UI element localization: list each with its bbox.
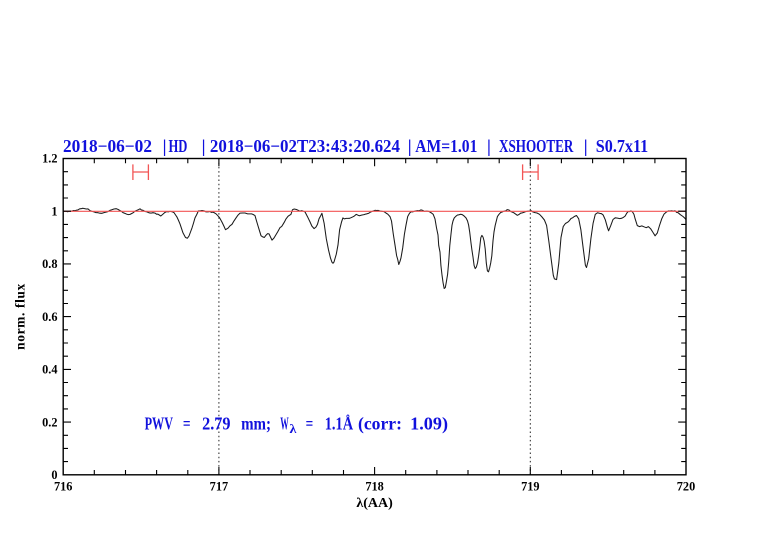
svg-text:0.2: 0.2 [42, 415, 57, 429]
svg-text:2018−06−02|HD|2018−06−02T23:43: 2018−06−02 | HD | 2018−06−02T23:43:20.624 | AM… [63, 136, 648, 156]
svg-text:0: 0 [51, 468, 57, 482]
svg-text:0.6: 0.6 [42, 310, 57, 324]
svg-text:717: 717 [210, 480, 228, 494]
svg-text:718: 718 [365, 480, 383, 494]
svg-text:0.4: 0.4 [42, 363, 57, 377]
svg-text:0.8: 0.8 [42, 257, 57, 271]
svg-text:λ(AA): λ(AA) [356, 496, 393, 511]
svg-text:716: 716 [54, 480, 72, 494]
svg-text:720: 720 [677, 480, 695, 494]
svg-text:719: 719 [521, 480, 539, 494]
svg-text:1: 1 [51, 204, 57, 218]
svg-text:norm. flux: norm. flux [13, 283, 28, 350]
svg-text:1.2: 1.2 [42, 152, 57, 166]
